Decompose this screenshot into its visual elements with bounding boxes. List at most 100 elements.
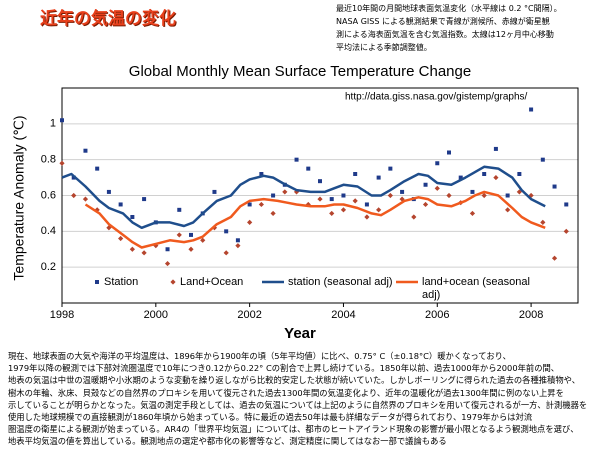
- y-tick-label: 0.6: [41, 189, 56, 201]
- data-point: [376, 175, 381, 180]
- legend-label-part: land+ocean (seasonal: [422, 276, 530, 288]
- body-text: 現在、地球表面の大気や海洋の平均温度は、1896年から1900年の頃（5年平均値…: [8, 350, 587, 448]
- legend-label-part: adj): [422, 289, 440, 301]
- legend-label: station (seasonal adj): [288, 276, 393, 288]
- data-point: [82, 196, 89, 202]
- data-point: [329, 210, 335, 217]
- data-point: [388, 166, 393, 171]
- note-line: NASA GISS による観測結果で青線が測候所、赤線が衛星観: [336, 17, 550, 26]
- data-point: [458, 175, 463, 180]
- y-tick-label: 1: [50, 118, 56, 130]
- data-point: [434, 185, 440, 191]
- body-line: 示していることが明らかとなった。気温の測定手段としては、過去の気温については上記…: [8, 399, 588, 410]
- data-point: [247, 219, 253, 225]
- data-point: [517, 172, 522, 176]
- data-point: [306, 166, 311, 171]
- data-point: [141, 250, 147, 256]
- data-point: [435, 161, 440, 166]
- page-title: 近年の気温の変化: [40, 9, 176, 29]
- data-point: [551, 255, 558, 261]
- data-point: [247, 202, 252, 207]
- body-line: 地表平均気温の値を算出している。観測地点の選定や都市化の影響等など、測定精度に関…: [8, 436, 447, 447]
- data-point: [423, 182, 428, 187]
- data-point: [447, 150, 451, 155]
- legend-label: Station: [104, 276, 138, 288]
- legend-label: land+ocean (seasonal adj): [422, 276, 530, 301]
- chart: Global Monthly Mean Surface Temperature …: [11, 63, 579, 342]
- y-tick-label: 0.2: [41, 261, 56, 273]
- data-point: [223, 250, 229, 256]
- data-point: [340, 207, 347, 213]
- data-point: [364, 214, 370, 220]
- data-point: [200, 237, 206, 243]
- body-line: 1979年以降の観測では下部対流圏温度で10年につき0.12から0.22° Cの…: [8, 363, 560, 374]
- data-point: [563, 228, 569, 234]
- legend-swatch: [95, 280, 99, 284]
- data-point: [364, 202, 369, 207]
- note-line: 平均法による季節調整値。: [336, 43, 432, 52]
- data-point: [529, 107, 534, 112]
- data-point: [165, 247, 170, 252]
- data-point: [282, 189, 288, 195]
- data-point: [224, 229, 229, 234]
- data-point: [188, 246, 194, 252]
- data-point: [235, 238, 240, 243]
- data-line: [61, 165, 546, 230]
- note-line: 測による海表面気温を含む気温指数。太線は12ヶ月中心移動: [336, 30, 554, 39]
- data-point: [83, 148, 88, 153]
- data-point: [118, 202, 123, 207]
- x-tick-label: 2002: [237, 309, 261, 321]
- data-point: [177, 207, 182, 212]
- body-line: 使用した地球規模での直接観測が1860年頃から始まっている。特に最近の過去50年…: [8, 412, 533, 423]
- y-tick-label: 0.4: [41, 225, 56, 237]
- body-line: 樹木の年輪、氷床、貝殻などの自然界のプロキシを用いて復元された過去1300年間の…: [8, 387, 564, 398]
- data-point: [235, 243, 241, 249]
- data-point: [446, 192, 452, 199]
- data-point: [329, 197, 334, 202]
- legend-swatch: [170, 279, 176, 285]
- legend-label: Land+Ocean: [180, 276, 243, 288]
- data-point: [387, 192, 393, 199]
- x-tick-label: 2006: [425, 309, 449, 321]
- x-tick-label: 2004: [331, 309, 355, 321]
- data-point: [71, 192, 77, 199]
- data-point: [422, 201, 429, 208]
- data-point: [317, 196, 323, 202]
- data-point: [118, 235, 124, 242]
- data-point: [318, 179, 322, 184]
- data-point: [481, 192, 487, 199]
- data-point: [505, 193, 510, 198]
- data-point: [352, 198, 358, 204]
- data-point: [142, 197, 147, 202]
- x-tick-label: 1998: [50, 309, 74, 321]
- data-point: [540, 219, 546, 225]
- y-axis-label: Temperature Anomaly (℃): [11, 115, 27, 280]
- x-axis-label: Year: [284, 325, 316, 342]
- data-point: [411, 214, 417, 220]
- data-point: [294, 157, 299, 162]
- note: 最近10年間の月間地球表面気温変化（水平線は 0.2 °C間隔）。 NASA GI…: [336, 2, 591, 54]
- chart-title: Global Monthly Mean Surface Temperature …: [129, 63, 471, 80]
- data-point: [212, 189, 217, 194]
- annotation: http://data.giss.nasa.gov/gistemp/graphs…: [345, 92, 528, 103]
- data-point: [400, 189, 405, 194]
- note-line: 最近10年間の月間地球表面気温変化（水平線は 0.2 °C間隔）。: [336, 4, 562, 13]
- body-line: 地表の気温は中世の温暖期や小氷期のような変動を繰り返しながら比較的安定した状態が…: [8, 375, 580, 386]
- data-point: [376, 207, 382, 213]
- data-point: [493, 146, 498, 151]
- data-point: [270, 210, 276, 217]
- body-line: 圏温度の衛星による観測が始まっている。AR4の「世界平均気温」については、都市の…: [8, 424, 579, 435]
- data-point: [470, 189, 475, 194]
- data-point: [106, 189, 111, 194]
- data-point: [95, 166, 100, 171]
- data-point: [189, 232, 193, 237]
- data-point: [505, 207, 511, 213]
- x-tick-label: 2000: [144, 309, 168, 321]
- data-point: [258, 201, 264, 208]
- data-line: [84, 190, 546, 249]
- data-point: [399, 196, 405, 202]
- data-point: [60, 118, 64, 123]
- data-point: [176, 232, 182, 238]
- plot-frame: [61, 87, 579, 304]
- data-point: [271, 193, 276, 198]
